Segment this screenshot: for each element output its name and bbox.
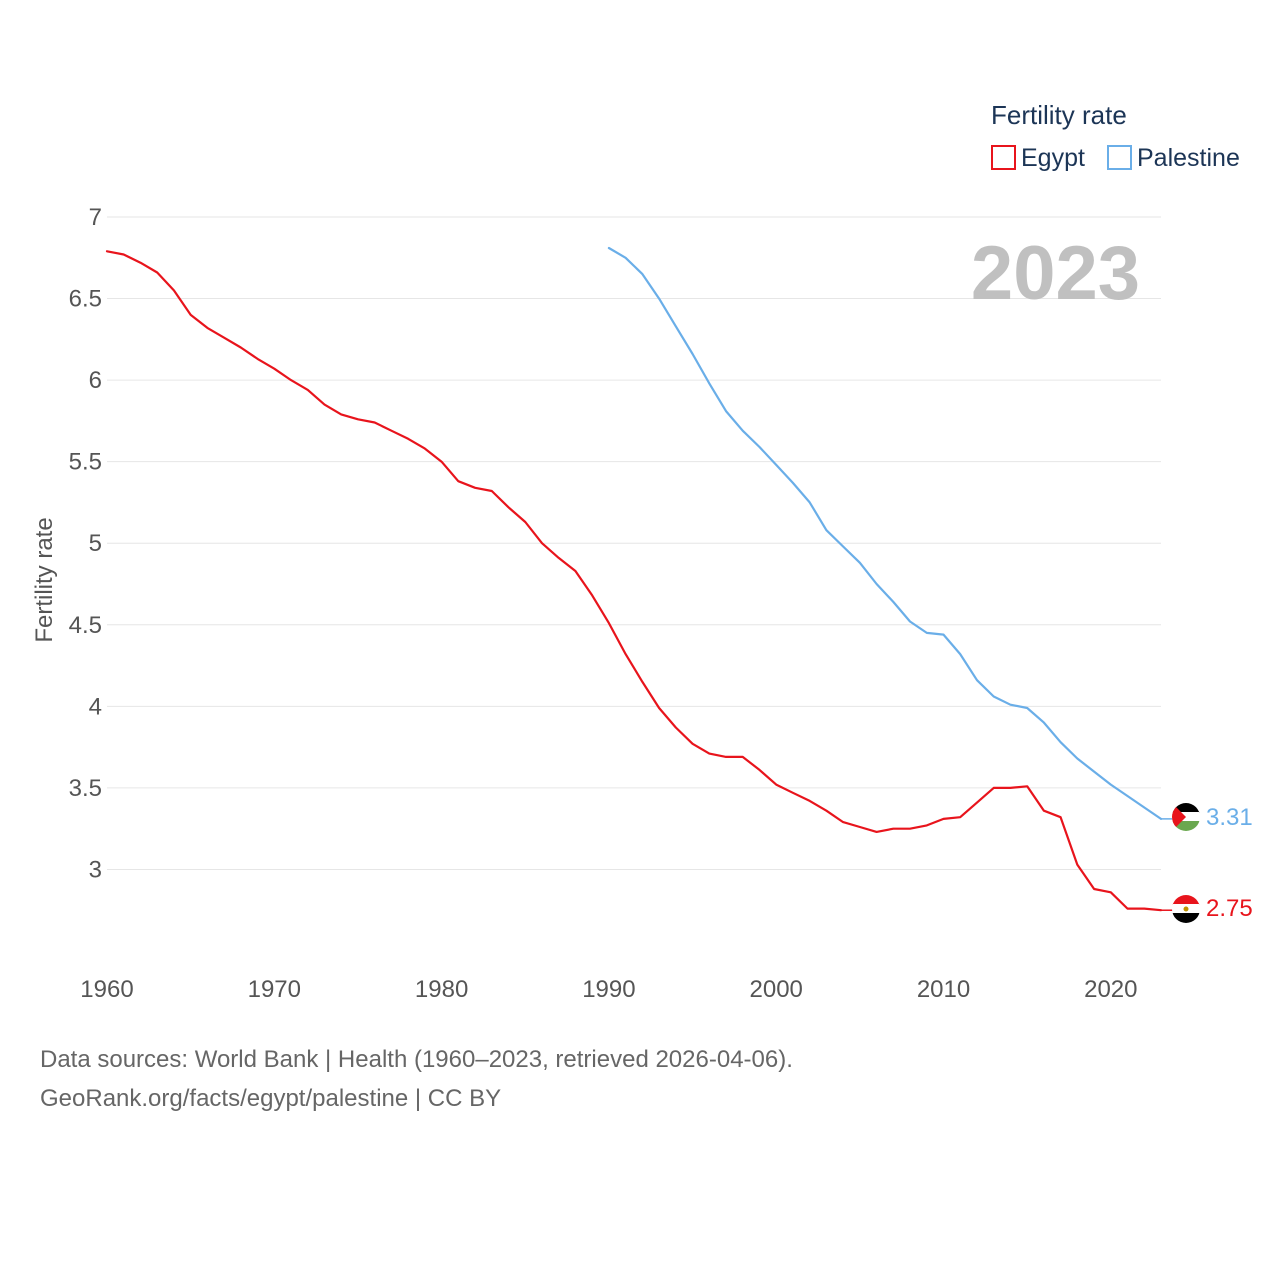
y-tick-label: 4 <box>89 693 102 720</box>
y-tick-label: 6 <box>89 367 102 394</box>
legend-item-egypt[interactable]: Egypt <box>991 144 1085 172</box>
y-tick-label: 6.5 <box>69 286 102 313</box>
x-tick-label: 1960 <box>80 976 133 1003</box>
legend-swatch-palestine <box>1107 145 1132 170</box>
legend: Fertility rate Egypt Palestine <box>991 100 1240 172</box>
y-tick-label: 5.5 <box>69 449 102 476</box>
legend-title: Fertility rate <box>991 100 1127 130</box>
palestine-flag-icon <box>1172 803 1200 831</box>
palestine-end-value: 3.31 <box>1206 804 1253 831</box>
egypt-flag-icon <box>1172 895 1200 923</box>
y-tick-label: 5 <box>89 530 102 557</box>
legend-label-egypt: Egypt <box>1021 144 1085 172</box>
series-line-palestine[interactable] <box>607 246 1163 821</box>
x-axis-ticks: 1960 1970 1980 1990 2000 2010 2020 <box>80 976 1137 1003</box>
y-tick-label: 4.5 <box>69 612 102 639</box>
series-lines <box>105 246 1174 912</box>
attribution-link[interactable]: GeoRank.org/facts/egypt/palestine | CC B… <box>40 1085 502 1112</box>
y-axis-label: Fertility rate <box>31 517 58 642</box>
y-axis-ticks: 3 3.5 4 4.5 5 5.5 6 6.5 7 <box>69 204 102 883</box>
x-tick-label: 1980 <box>415 976 468 1003</box>
legend-label-palestine: Palestine <box>1137 144 1240 172</box>
grid-lines <box>107 216 1161 870</box>
data-source-note: Data sources: World Bank | Health (1960–… <box>40 1046 793 1073</box>
x-tick-label: 2010 <box>917 976 970 1003</box>
year-overlay: 2023 <box>971 231 1140 316</box>
y-tick-label: 3.5 <box>69 775 102 802</box>
series-line-egypt[interactable] <box>105 250 1163 912</box>
x-tick-label: 2020 <box>1084 976 1137 1003</box>
x-tick-label: 1970 <box>248 976 301 1003</box>
y-tick-label: 3 <box>89 856 102 883</box>
legend-item-palestine[interactable]: Palestine <box>1107 144 1240 172</box>
x-tick-label: 1990 <box>582 976 635 1003</box>
legend-swatch-egypt <box>991 145 1016 170</box>
y-tick-label: 7 <box>89 204 102 231</box>
x-tick-label: 2000 <box>750 976 803 1003</box>
egypt-end-value: 2.75 <box>1206 895 1253 922</box>
